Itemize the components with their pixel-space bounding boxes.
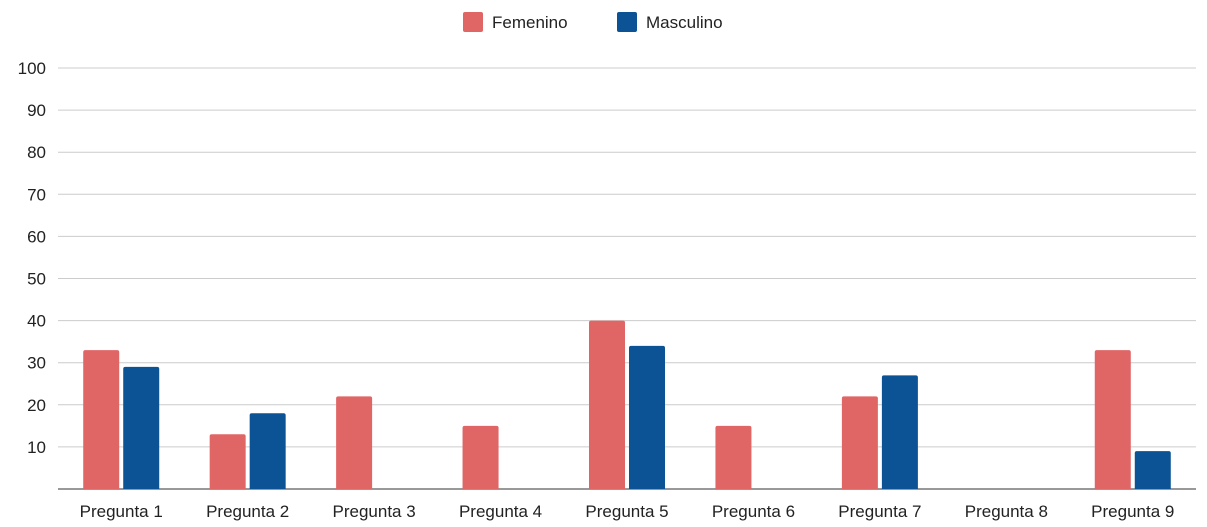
legend-label-masculino: Masculino	[646, 13, 723, 32]
y-tick-label: 10	[27, 438, 46, 457]
y-tick-label: 50	[27, 270, 46, 289]
x-tick-label: Pregunta 3	[333, 502, 416, 521]
legend-swatch-femenino	[463, 12, 483, 32]
y-axis-ticks: 10 20 30 40 50 60 70 80 90 100	[18, 59, 46, 457]
bar-femenino-5	[589, 320, 625, 489]
x-tick-label: Pregunta 2	[206, 502, 289, 521]
bar-masculino-7	[881, 375, 918, 489]
y-tick-label: 20	[27, 396, 46, 415]
y-tick-label: 70	[27, 185, 46, 204]
bar-femenino-2	[209, 434, 246, 489]
legend: Femenino Masculino	[463, 12, 723, 32]
y-tick-label: 40	[27, 312, 46, 331]
y-tick-label: 100	[18, 59, 46, 78]
bar-masculino-1	[123, 366, 160, 489]
y-tick-label: 90	[27, 101, 46, 120]
bars	[83, 320, 1171, 489]
bar-masculino-2	[249, 413, 286, 489]
bar-masculino-5	[629, 345, 665, 489]
bar-femenino-1	[83, 350, 120, 489]
x-axis-ticks: Pregunta 1 Pregunta 2 Pregunta 3 Pregunta 4…	[80, 502, 1175, 521]
legend-swatch-masculino	[617, 12, 637, 32]
y-tick-label: 80	[27, 143, 46, 162]
bar-femenino-9	[1094, 350, 1131, 489]
x-tick-label: Pregunta 4	[459, 502, 542, 521]
gridlines	[58, 67, 1196, 490]
y-tick-label: 60	[27, 227, 46, 246]
bar-masculino-9	[1134, 451, 1171, 489]
x-tick-label: Pregunta 5	[585, 502, 668, 521]
x-tick-label: Pregunta 6	[712, 502, 795, 521]
bar-femenino-4	[462, 425, 499, 489]
y-tick-label: 30	[27, 354, 46, 373]
x-tick-label: Pregunta 7	[838, 502, 921, 521]
x-tick-label: Pregunta 9	[1091, 502, 1174, 521]
x-tick-label: Pregunta 8	[965, 502, 1048, 521]
bar-femenino-6	[715, 425, 752, 489]
x-tick-label: Pregunta 1	[80, 502, 163, 521]
legend-label-femenino: Femenino	[492, 13, 568, 32]
bar-femenino-3	[336, 396, 373, 489]
bar-femenino-7	[841, 396, 878, 489]
